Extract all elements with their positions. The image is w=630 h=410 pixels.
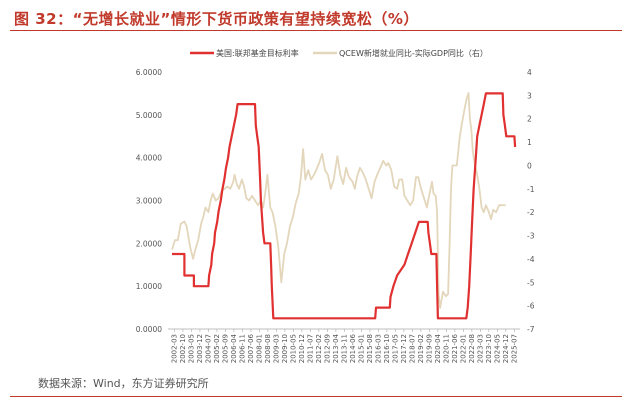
- x-tick-label: 2012-02: [315, 334, 323, 363]
- series-layer: [171, 92, 517, 320]
- left-tick-label: 3.0000: [136, 197, 162, 206]
- x-tick-label: 2018-07: [408, 334, 416, 363]
- x-tick-label: 2017-05: [391, 334, 399, 363]
- title-rule: [10, 30, 622, 31]
- x-tick-label: 2019-09: [425, 334, 433, 363]
- x-tick-label: 2017-12: [400, 334, 408, 363]
- x-tick-label: 2022-08: [468, 334, 476, 363]
- x-tick-label: 2019-02: [417, 334, 425, 363]
- x-tick-label: 2020-04: [434, 333, 442, 363]
- x-tick-label: 2011-07: [306, 334, 314, 363]
- x-tick-label: 2003-12: [196, 334, 204, 363]
- right-tick-label: 2: [527, 115, 532, 124]
- x-tick-label: 2004-07: [204, 334, 212, 363]
- fed-funds-rate-line: [172, 92, 517, 320]
- x-tick-label: 2007-06: [247, 333, 255, 363]
- x-tick-label: 2010-05: [289, 334, 297, 363]
- x-tick-label: 2005-09: [221, 334, 229, 363]
- figure-title: 图 32：“无增长就业”情形下货币政策有望持续宽松（%）: [14, 10, 419, 28]
- left-tick-label: 1.0000: [136, 282, 162, 291]
- left-tick-label: 5.0000: [136, 111, 162, 120]
- x-tick-label: 2013-04: [332, 333, 340, 363]
- right-tick-label: -7: [527, 325, 535, 334]
- right-tick-label: -4: [527, 255, 535, 264]
- x-tick-label: 2002-03: [170, 334, 178, 363]
- x-tick-label: 2024-05: [493, 334, 501, 363]
- qcew-gdp-gap-line: [171, 92, 506, 309]
- x-axis-ticks: 2002-03 2002-10 2003-05 2003-12 2004-07 2005-…: [170, 329, 518, 363]
- x-tick-label: 2008-01: [255, 334, 263, 363]
- right-tick-label: 4: [527, 68, 532, 77]
- x-tick-label: 2013-11: [340, 334, 348, 363]
- x-tick-label: 2021-06: [451, 333, 459, 363]
- left-axis-ticks: 0.0000 1.0000 2.0000 3.0000 4.0000 5.0000 6.00…: [136, 68, 162, 334]
- x-tick-label: 2008-08: [264, 334, 272, 363]
- x-tick-label: 2009-10: [281, 334, 289, 363]
- bottom-rule: [10, 396, 622, 397]
- x-tick-label: 2002-10: [179, 334, 187, 363]
- x-tick-label: 2023-10: [485, 334, 493, 363]
- legend-label-right: QCEW新增就业同比-实际GDP同比（右）: [339, 48, 488, 58]
- x-tick-label: 2015-08: [366, 334, 374, 363]
- right-axis-ticks: -7 -6 -5 -4 -3 -2 -1 0 1 2 3 4: [527, 68, 535, 334]
- left-tick-label: 6.0000: [136, 68, 162, 77]
- x-tick-label: 2016-10: [383, 334, 391, 363]
- x-tick-label: 2005-02: [213, 334, 221, 363]
- x-tick-label: 2009-03: [272, 334, 280, 363]
- x-tick-label: 2025-07: [510, 334, 518, 363]
- right-tick-label: 0: [527, 161, 532, 170]
- right-tick-label: 1: [527, 138, 532, 147]
- x-tick-label: 2014-06: [349, 333, 357, 363]
- left-tick-label: 2.0000: [136, 239, 162, 248]
- x-tick-label: 2010-12: [298, 334, 306, 363]
- x-tick-label: 2012-09: [323, 334, 331, 363]
- right-tick-label: -2: [527, 208, 535, 217]
- left-tick-label: 0.0000: [136, 325, 162, 334]
- x-tick-label: 2006-11: [238, 334, 246, 363]
- right-tick-label: -6: [527, 302, 535, 311]
- x-tick-label: 2006-04: [230, 333, 238, 363]
- x-tick-label: 2015-01: [357, 334, 365, 363]
- legend: 美国:联邦基金目标利率 QCEW新增就业同比-实际GDP同比（右）: [190, 48, 488, 58]
- x-tick-label: 2003-05: [187, 334, 195, 363]
- x-tick-label: 2016-03: [374, 334, 382, 363]
- x-tick-label: 2020-11: [442, 334, 450, 363]
- chart: 美国:联邦基金目标利率 QCEW新增就业同比-实际GDP同比（右） 0.0000…: [136, 48, 535, 363]
- x-tick-label: 2024-12: [502, 334, 510, 363]
- right-tick-label: -5: [527, 278, 535, 287]
- legend-label-left: 美国:联邦基金目标利率: [216, 48, 299, 58]
- right-tick-label: -3: [527, 232, 535, 241]
- left-tick-label: 4.0000: [136, 154, 162, 163]
- source-note: 数据来源：Wind，东方证券研究所: [38, 377, 209, 390]
- right-tick-label: -1: [527, 185, 535, 194]
- right-tick-label: 3: [527, 91, 532, 100]
- x-tick-label: 2022-01: [459, 334, 467, 363]
- x-tick-label: 2023-03: [476, 334, 484, 363]
